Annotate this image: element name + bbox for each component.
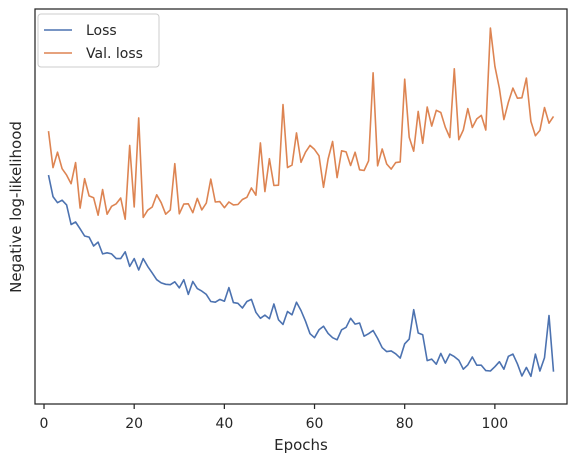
legend: Loss Val. loss — [37, 13, 160, 68]
plot-area-background — [35, 9, 567, 404]
legend-label-loss: Loss — [86, 23, 117, 39]
x-tick-label: 20 — [125, 416, 143, 432]
x-axis-label: Epochs — [274, 436, 328, 454]
x-axis-ticks: 0 20 40 60 80 100 — [40, 404, 508, 432]
x-tick-label: 60 — [306, 416, 324, 432]
series-group — [47, 27, 555, 378]
plot-area-frame — [34, 8, 568, 405]
x-tick-label: 0 — [40, 416, 49, 432]
x-tick-label: 100 — [481, 416, 508, 432]
series-line-loss — [47, 174, 555, 378]
series-line-val-loss — [47, 27, 555, 220]
x-tick-label: 40 — [215, 416, 233, 432]
y-axis-label: Negative log-likelihood — [7, 121, 25, 293]
legend-label-val-loss: Val. loss — [86, 46, 143, 62]
x-tick-label: 80 — [396, 416, 414, 432]
